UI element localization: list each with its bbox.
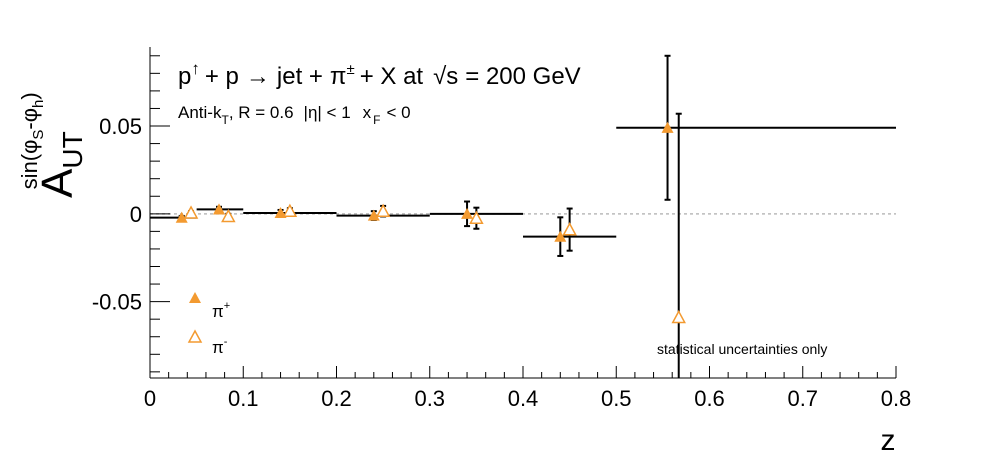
x-axis-ticks: 0 0.1 0.2 0.3 0.4 0.5 0.6 0.7 0.8 — [144, 366, 911, 411]
legend-marker-pi-minus — [187, 329, 203, 343]
point-pi-plus — [461, 207, 474, 219]
x-tick-label: 0.4 — [508, 386, 539, 411]
legend-label-pi-minus: π- — [212, 336, 228, 357]
error-bars — [150, 54, 896, 378]
y-tick-label: 0 — [130, 202, 142, 227]
plot-title: p↑ + p → jet + π± + X at √s = 200 GeV — [178, 59, 581, 90]
y-axis-ticks: 0.05 0 -0.05 — [92, 55, 170, 373]
annotation-statistical: statistical uncertainties only — [657, 341, 827, 357]
x-tick-label: 0.5 — [601, 386, 632, 411]
x-tick-label: 0.3 — [414, 386, 445, 411]
x-tick-label: 0 — [144, 386, 156, 411]
data-markers — [175, 121, 686, 324]
point-pi-minus — [671, 309, 686, 324]
x-tick-label: 0.7 — [787, 386, 818, 411]
point-pi-plus — [367, 209, 380, 221]
point-pi-minus — [375, 203, 391, 218]
point-pi-minus — [469, 210, 484, 225]
point-pi-minus — [221, 208, 236, 223]
y-tick-label: 0.05 — [99, 114, 142, 139]
x-tick-label: 0.6 — [694, 386, 725, 411]
x-tick-label: 0.2 — [321, 386, 352, 411]
x-axis-label: z — [881, 424, 896, 457]
point-pi-plus — [661, 121, 674, 133]
legend-label-pi-plus: π+ — [212, 300, 230, 321]
point-pi-minus — [282, 203, 298, 218]
point-pi-plus — [554, 230, 567, 242]
x-tick-label: 0.1 — [228, 386, 259, 411]
legend: π+ π- — [187, 292, 230, 357]
point-pi-plus — [213, 203, 226, 215]
legend-marker-pi-plus — [189, 292, 201, 303]
point-pi-plus — [175, 211, 188, 223]
plot-subtitle: Anti-kT, R = 0.6 |η| < 1 x F < 0 — [178, 103, 411, 127]
y-axis-label: AUTsin(φS-φh) — [17, 92, 88, 198]
point-pi-minus — [183, 205, 199, 219]
x-tick-label: 0.8 — [881, 386, 912, 411]
point-pi-plus — [274, 206, 287, 219]
point-pi-minus — [562, 222, 577, 236]
y-tick-label: -0.05 — [92, 290, 142, 315]
